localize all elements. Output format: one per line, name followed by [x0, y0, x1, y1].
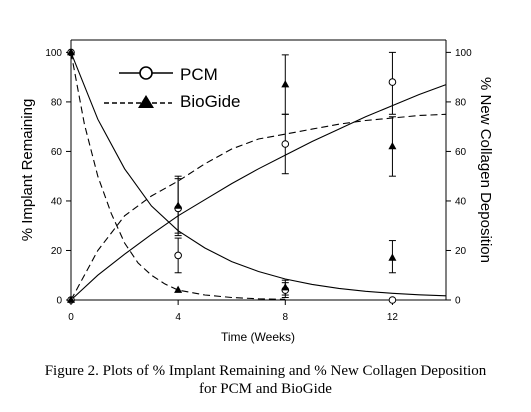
fit-curve-pcm-new-collagen-deposition: [70, 84, 447, 301]
data-point-pcm-new-collagen-deposition: [388, 78, 397, 86]
y-left-tick-label: 100: [45, 48, 62, 59]
data-point-pcm-implant-remaining: [388, 296, 397, 304]
plot-area: [70, 39, 447, 301]
y-right-tick-label: 80: [455, 97, 467, 108]
legend-label-pcm: PCM: [180, 65, 218, 84]
y-axis-left-title: % Implant Remaining: [19, 99, 36, 242]
data-point-biogide-new-collagen-deposition: [281, 80, 290, 88]
y-axis-right-title: % New Collagen Deposition: [477, 77, 494, 263]
x-tick-label: 8: [283, 312, 289, 323]
fit-curve-biogide-new-collagen-deposition: [70, 113, 447, 301]
data-point-pcm-implant-remaining: [174, 251, 182, 260]
y-right-tick-label: 20: [455, 246, 467, 257]
fit-curve-biogide-implant-remaining: [70, 52, 286, 300]
legend: PCM BioGide: [104, 65, 240, 111]
legend-label-biogide: BioGide: [180, 92, 240, 111]
data-point-biogide-new-collagen-deposition: [67, 295, 75, 303]
x-tick-label: 12: [387, 312, 399, 323]
y-right-tick-label: 0: [455, 296, 461, 307]
y-left-tick-label: 80: [51, 97, 63, 108]
fit-curves: [70, 52, 447, 301]
y-right-tick-label: 100: [455, 48, 472, 59]
y-right-tick-label: 60: [455, 147, 467, 158]
x-axis-title: Time (Weeks): [221, 330, 295, 344]
data-point-biogide-implant-remaining: [67, 47, 75, 56]
data-point-biogide-new-collagen-deposition: [174, 201, 183, 209]
y-right-tick-label: 40: [455, 196, 467, 207]
fit-curve-pcm-implant-remaining: [70, 52, 447, 297]
caption-line-2: for PCM and BioGide: [199, 381, 332, 397]
data-point-biogide-new-collagen-deposition: [388, 142, 397, 150]
legend-marker-biogide: [138, 95, 154, 108]
data-point-biogide-new-collagen-deposition: [388, 253, 397, 261]
caption-line-1: Figure 2. Plots of % Implant Remaining a…: [44, 363, 487, 379]
figure-caption: Figure 2. Plots of % Implant Remaining a…: [0, 362, 531, 398]
y-left-tick-label: 20: [51, 246, 63, 257]
y-left-tick-label: 60: [51, 147, 63, 158]
data-point-biogide-implant-remaining: [281, 283, 290, 291]
x-tick-label: 4: [175, 312, 181, 323]
data-point-biogide-implant-remaining: [174, 285, 183, 293]
x-tick-label: 0: [68, 312, 74, 323]
data-markers: [67, 47, 397, 304]
y-left-tick-label: 40: [51, 196, 63, 207]
legend-marker-pcm: [139, 66, 153, 80]
data-point-pcm-new-collagen-deposition: [281, 140, 290, 148]
error-bars: [174, 51, 396, 299]
y-left-tick-label: 0: [56, 296, 62, 307]
